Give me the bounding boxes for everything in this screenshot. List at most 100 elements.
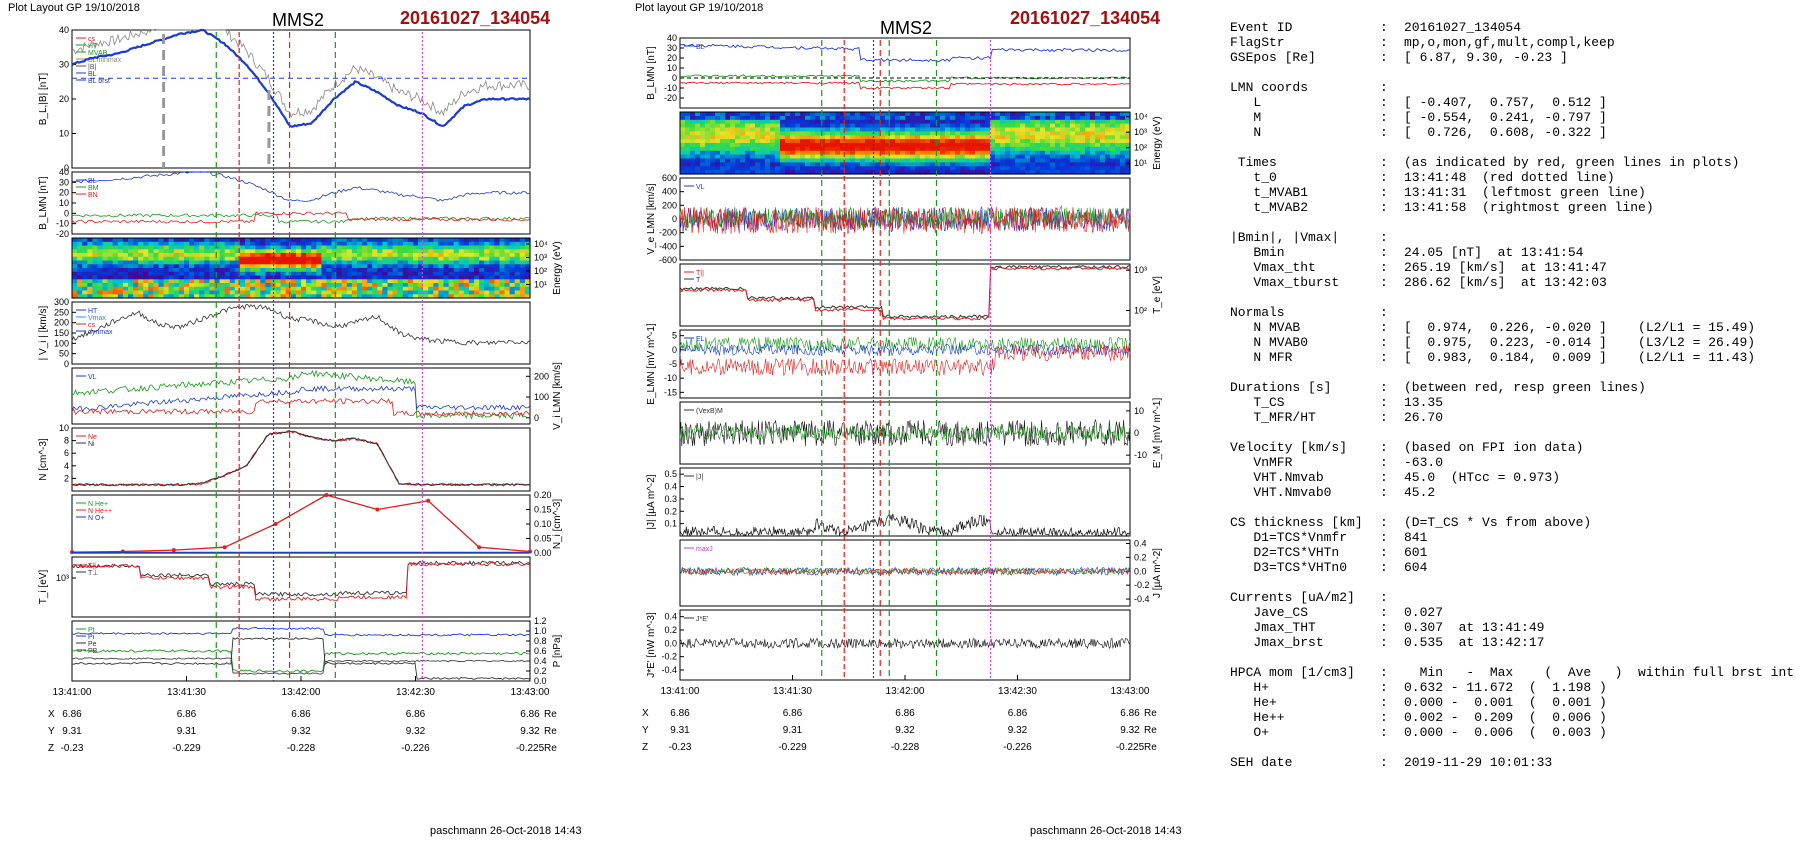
ion-spectrogram-cell <box>189 253 195 258</box>
electron-spectrogram-cell <box>685 131 691 136</box>
ion-spectrogram-cell <box>351 245 358 250</box>
electron-spectrogram-cell <box>1070 143 1076 148</box>
ion-spectrogram-cell <box>102 286 109 292</box>
ion-spectrogram-cell <box>219 260 226 265</box>
ion-spectrogram-cell <box>524 249 531 254</box>
ion-spectrogram-cell <box>107 290 114 295</box>
electron-spectrogram-cell <box>1030 119 1036 125</box>
electron-spectrogram-cell <box>965 146 971 152</box>
electron-spectrogram-cell <box>890 112 896 117</box>
info-row: Vmax_tburst:286.62 [km/s] at 13:42:03 <box>1230 275 1794 290</box>
legend-label: BL brst <box>88 78 110 85</box>
data-point <box>426 498 431 503</box>
electron-spectrogram-cell <box>1115 146 1121 152</box>
ion-spectrogram-cell <box>402 245 409 250</box>
ion-spectrogram-cell <box>133 286 139 292</box>
electron-spectrogram-cell <box>1005 135 1011 140</box>
electron-spectrogram-cell <box>950 166 956 171</box>
electron-spectrogram-cell <box>935 154 941 160</box>
electron-spectrogram-cell <box>895 146 901 152</box>
electron-spectrogram-cell <box>1025 154 1031 160</box>
electron-spectrogram-cell <box>1110 150 1116 156</box>
info-row: LMN coords: <box>1230 80 1794 95</box>
electron-spectrogram-cell <box>1095 139 1101 144</box>
electron-spectrogram-cell <box>760 146 766 152</box>
electron-spectrogram-cell <box>870 112 876 117</box>
ion-spectrogram-cell <box>72 264 78 269</box>
electron-spectrogram-cell <box>795 143 801 148</box>
electron-spectrogram-cell <box>1085 154 1091 160</box>
ion-spectrogram-cell <box>362 264 368 269</box>
ion-spectrogram-cell <box>468 275 475 280</box>
electron-spectrogram-cell <box>1040 119 1046 125</box>
electron-spectrogram-cell <box>940 162 946 167</box>
electron-spectrogram-cell <box>1065 131 1071 136</box>
ion-spectrogram-cell <box>158 245 165 250</box>
series-Vi-magnitude <box>71 303 531 346</box>
electron-spectrogram-cell <box>980 170 986 175</box>
electron-spectrogram-cell <box>1125 150 1131 156</box>
y-tick-label: -0.2 <box>661 652 677 662</box>
electron-spectrogram-cell <box>700 170 706 175</box>
electron-spectrogram-cell <box>735 170 741 175</box>
ion-spectrogram-cell <box>275 260 282 265</box>
electron-spectrogram-cell <box>875 170 881 175</box>
electron-spectrogram-cell <box>805 131 811 136</box>
electron-spectrogram-cell <box>1025 139 1031 144</box>
electron-spectrogram-cell <box>895 158 901 163</box>
electron-spectrogram-cell <box>720 154 726 160</box>
series-Te-perp <box>679 264 1131 320</box>
ion-spectrogram-cell <box>122 264 129 269</box>
electron-spectrogram-cell <box>955 158 961 163</box>
electron-spectrogram-cell <box>720 112 726 117</box>
electron-spectrogram-cell <box>810 115 816 121</box>
position-value: 6.86 <box>895 708 915 719</box>
electron-spectrogram-cell <box>695 143 701 148</box>
electron-spectrogram-cell <box>890 150 896 156</box>
info-value: (based on FPI ion data) <box>1404 440 1584 455</box>
ion-spectrogram-cell <box>229 241 236 247</box>
electron-spectrogram-cell <box>900 146 906 152</box>
position-value: 9.32 <box>520 726 540 737</box>
ion-spectrogram-cell <box>209 241 216 247</box>
electron-spectrogram-cell <box>800 162 806 167</box>
electron-spectrogram-cell <box>975 131 981 136</box>
ion-spectrogram-cell <box>290 283 297 288</box>
ion-spectrogram-cell <box>479 275 485 280</box>
ion-spectrogram-cell <box>514 249 521 254</box>
ion-spectrogram-cell <box>117 256 124 262</box>
electron-spectrogram-cell <box>935 112 941 117</box>
ion-spectrogram-cell <box>494 245 501 250</box>
electron-spectrogram-cell <box>1030 166 1036 171</box>
info-row: HPCA mom [1/cm3]: Min - Max ( Ave ) with… <box>1230 665 1794 680</box>
electron-spectrogram-cell <box>780 127 786 132</box>
ion-spectrogram-cell <box>474 256 480 262</box>
ion-spectrogram-cell <box>428 294 434 299</box>
ion-spectrogram-cell <box>402 286 409 292</box>
electron-spectrogram-cell <box>905 150 911 156</box>
electron-spectrogram-cell <box>1110 158 1116 163</box>
ion-spectrogram-cell <box>143 294 149 299</box>
ion-spectrogram-cell <box>438 260 445 265</box>
y-tick-label: 0.20 <box>534 490 552 500</box>
electron-spectrogram-cell <box>945 119 951 125</box>
ion-spectrogram-cell <box>463 249 470 254</box>
electron-spectrogram-cell <box>925 146 931 152</box>
info-row: He++:0.002 - 0.209 ( 0.006 ) <box>1230 710 1794 725</box>
ion-spectrogram-cell <box>72 241 78 247</box>
ion-spectrogram-cell <box>438 275 445 280</box>
ion-spectrogram-cell <box>184 290 190 295</box>
ion-spectrogram-cell <box>489 275 495 280</box>
ion-spectrogram-cell <box>184 256 190 262</box>
ion-spectrogram-cell <box>82 290 88 295</box>
electron-spectrogram-cell <box>810 127 816 132</box>
ion-spectrogram-cell <box>168 253 175 258</box>
ion-spectrogram-cell <box>494 268 501 273</box>
electron-spectrogram-cell <box>1005 150 1011 156</box>
electron-spectrogram-cell <box>875 162 881 167</box>
x-tick-label: 13:41:30 <box>167 687 206 698</box>
electron-spectrogram-cell <box>985 115 991 121</box>
electron-spectrogram-cell <box>935 139 941 144</box>
electron-spectrogram-cell <box>795 127 801 132</box>
electron-spectrogram-cell <box>860 154 866 160</box>
